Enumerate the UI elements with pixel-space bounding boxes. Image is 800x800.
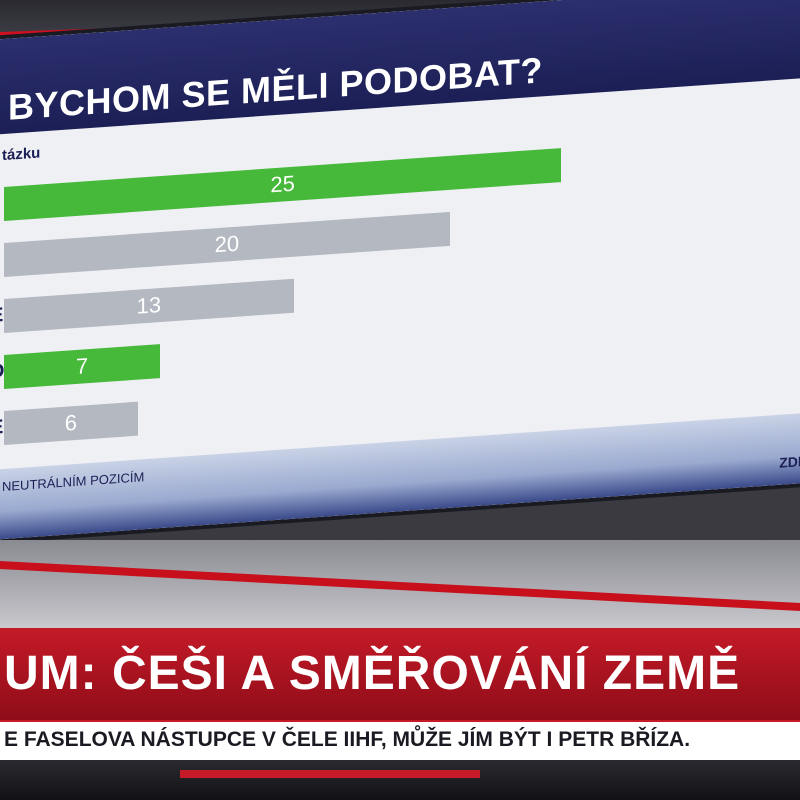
bar-value-label-0: 25 <box>270 170 295 198</box>
bar-value-label-1: 20 <box>214 230 240 258</box>
bar-value-label-4: 6 <box>64 409 77 436</box>
headline-bar: UM: ČEŠI A SMĚŘOVÁNÍ ZEMĚ <box>0 628 800 720</box>
source-label: ZDR <box>779 452 800 471</box>
bar-value-label-2: 13 <box>136 292 162 319</box>
bar-chart: 25 20 13 E 7 D 6 E <box>0 122 800 450</box>
question-text: tázku <box>2 144 41 165</box>
bottom-band <box>0 760 800 800</box>
category-label-3: D <box>0 359 5 383</box>
graphic-title: BYCHOM SE MĚLI PODOBAT? <box>8 49 543 128</box>
bar-value-label-3: 7 <box>75 353 89 379</box>
category-label-4: E <box>0 416 4 439</box>
ticker-text: E FASELOVA NÁSTUPCE V ČELE IIHF, MŮŽE JÍ… <box>4 728 691 751</box>
news-ticker: E FASELOVA NÁSTUPCE V ČELE IIHF, MŮŽE JÍ… <box>0 720 800 760</box>
studio-screen: BYCHOM SE MĚLI PODOBAT? tázku 25 20 13 E 7 D 6… <box>0 0 800 540</box>
category-label-2: E <box>0 304 4 327</box>
headline-text: UM: ČEŠI A SMĚŘOVÁNÍ ZEMĚ <box>4 647 741 700</box>
